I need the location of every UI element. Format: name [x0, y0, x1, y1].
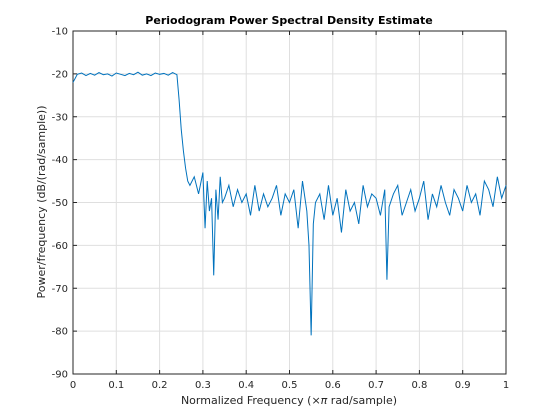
psd-series-line — [72, 71, 507, 336]
x-axis-label: Normalized Frequency (×π rad/sample) — [181, 394, 397, 407]
y-tick-label: -90 — [52, 370, 68, 381]
y-tick-label: -50 — [52, 198, 68, 209]
axes — [72, 30, 507, 375]
tick-labels: 0 0.1 0.2 0.3 0.4 0.5 0.6 0.7 0.8 0.9 1 -90 -80 -70 -6… — [52, 27, 510, 392]
x-tick-label: 1 — [503, 380, 509, 391]
y-tick-label: -60 — [52, 241, 68, 252]
y-tick-label: -20 — [52, 69, 68, 80]
y-tick-label: -80 — [52, 327, 68, 338]
y-tick-label: -10 — [52, 27, 68, 38]
y-tick-label: -30 — [52, 112, 68, 123]
x-axis-label-suffix: rad/sample) — [327, 394, 397, 407]
y-tick-label: -70 — [52, 284, 68, 295]
x-tick-label: 0.2 — [152, 380, 168, 391]
x-tick-label: 0.9 — [455, 380, 471, 391]
chart-title: Periodogram Power Spectral Density Estim… — [145, 14, 432, 27]
y-tick-label: -40 — [52, 155, 68, 166]
x-tick-label: 0.5 — [282, 380, 298, 391]
x-tick-label: 0.1 — [108, 380, 124, 391]
x-tick-label: 0.3 — [195, 380, 211, 391]
x-tick-label: 0.8 — [411, 380, 427, 391]
x-tick-label: 0.6 — [325, 380, 341, 391]
x-tick-label: 0.7 — [368, 380, 384, 391]
x-axis-label-symbol: ×π — [311, 394, 327, 407]
x-axis-label-prefix: Normalized Frequency ( — [181, 394, 312, 407]
y-axis-label: Power/frequency (dB/(rad/sample)) — [35, 106, 48, 299]
x-tick-label: 0 — [70, 380, 76, 391]
x-tick-label: 0.4 — [238, 380, 254, 391]
